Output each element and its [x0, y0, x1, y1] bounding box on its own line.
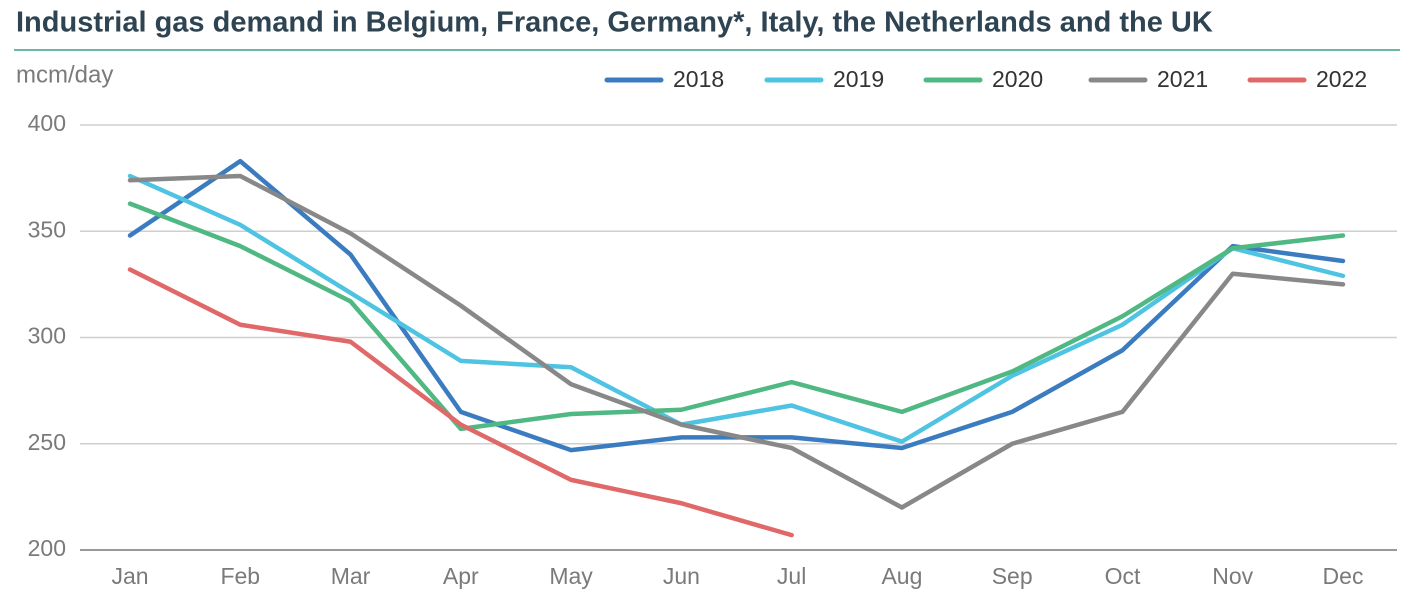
x-tick-label: Dec: [1323, 563, 1364, 589]
x-tick-label: Apr: [443, 563, 479, 589]
x-tick-label: May: [549, 563, 593, 589]
y-tick-label: 200: [28, 535, 66, 561]
legend-label: 2020: [992, 66, 1043, 92]
x-tick-label: Jul: [777, 563, 806, 589]
y-axis-label: mcm/day: [16, 61, 113, 88]
x-tick-label: Feb: [220, 563, 260, 589]
series-line: [127, 173, 1346, 510]
chart-title: Industrial gas demand in Belgium, France…: [16, 7, 1213, 39]
y-tick-label: 400: [28, 110, 66, 136]
legend-label: 2022: [1316, 66, 1367, 92]
x-tick-label: Nov: [1212, 563, 1253, 589]
x-tick-label: Jun: [663, 563, 700, 589]
y-tick-label: 350: [28, 216, 66, 242]
y-tick-label: 300: [28, 323, 66, 349]
series-line: [127, 173, 1346, 444]
series-line: [127, 267, 794, 538]
x-tick-label: Aug: [881, 563, 922, 589]
legend-label: 2019: [833, 66, 884, 92]
y-tick-label: 250: [28, 429, 66, 455]
series-line: [127, 201, 1346, 432]
legend-label: 2018: [673, 66, 724, 92]
x-tick-label: Oct: [1105, 563, 1141, 589]
x-tick-label: Sep: [992, 563, 1033, 589]
x-tick-label: Mar: [331, 563, 371, 589]
x-tick-label: Jan: [111, 563, 148, 589]
legend-label: 2021: [1157, 66, 1208, 92]
series-line: [127, 158, 1346, 453]
